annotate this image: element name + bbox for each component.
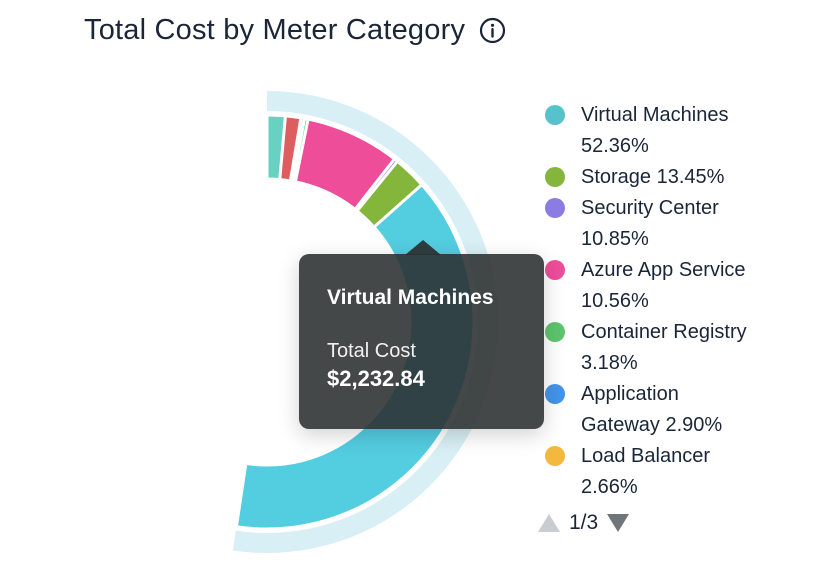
tooltip-arrow: [405, 240, 441, 255]
legend-item[interactable]: Storage 13.45%: [545, 162, 810, 193]
legend-pager: 1/3: [538, 511, 630, 535]
page-title: Total Cost by Meter Category: [84, 14, 466, 46]
tooltip-label: Total Cost: [327, 340, 416, 362]
legend-dot: [545, 384, 565, 404]
legend-dot: [545, 446, 565, 466]
donut-slice[interactable]: [265, 113, 287, 182]
page-indicator: 1/3: [569, 511, 599, 534]
legend-label: Load Balancer 2.66%: [581, 445, 710, 495]
legend-dot: [545, 322, 565, 342]
legend-item[interactable]: Load Balancer 2.66%: [545, 441, 810, 495]
info-icon[interactable]: [479, 17, 506, 44]
page-up-triangle-icon[interactable]: [538, 514, 560, 532]
page-down-triangle-icon[interactable]: [607, 514, 630, 532]
legend-dot: [545, 198, 565, 218]
legend-label: Virtual Machines 52.36%: [581, 104, 729, 157]
chart-tooltip: Virtual Machines Total Cost $2,232.84: [299, 240, 544, 429]
widget-header: Total Cost by Meter Category: [84, 14, 506, 47]
legend: Virtual Machines 52.36% Storage 13.45% Secu…: [545, 100, 810, 495]
tooltip-title: Virtual Machines: [327, 286, 494, 309]
legend-item[interactable]: Container Registry 3.18%: [545, 317, 810, 379]
legend-dot: [545, 105, 565, 125]
legend-item[interactable]: Security Center 10.85%: [545, 193, 810, 255]
legend-label: Security Center 10.85%: [581, 197, 719, 250]
legend-dot: [545, 167, 565, 187]
legend-label: Storage 13.45%: [581, 166, 725, 188]
legend-label: Container Registry 3.18%: [581, 321, 747, 374]
legend-dot: [545, 260, 565, 280]
legend-item[interactable]: Azure App Service 10.56%: [545, 255, 810, 317]
tooltip-value: $2,232.84: [327, 366, 425, 391]
legend-item[interactable]: Application Gateway 2.90%: [545, 379, 810, 441]
legend-item[interactable]: Virtual Machines 52.36%: [545, 100, 810, 162]
legend-label: Azure App Service 10.56%: [581, 259, 746, 312]
legend-label: Application Gateway 2.90%: [581, 383, 723, 436]
